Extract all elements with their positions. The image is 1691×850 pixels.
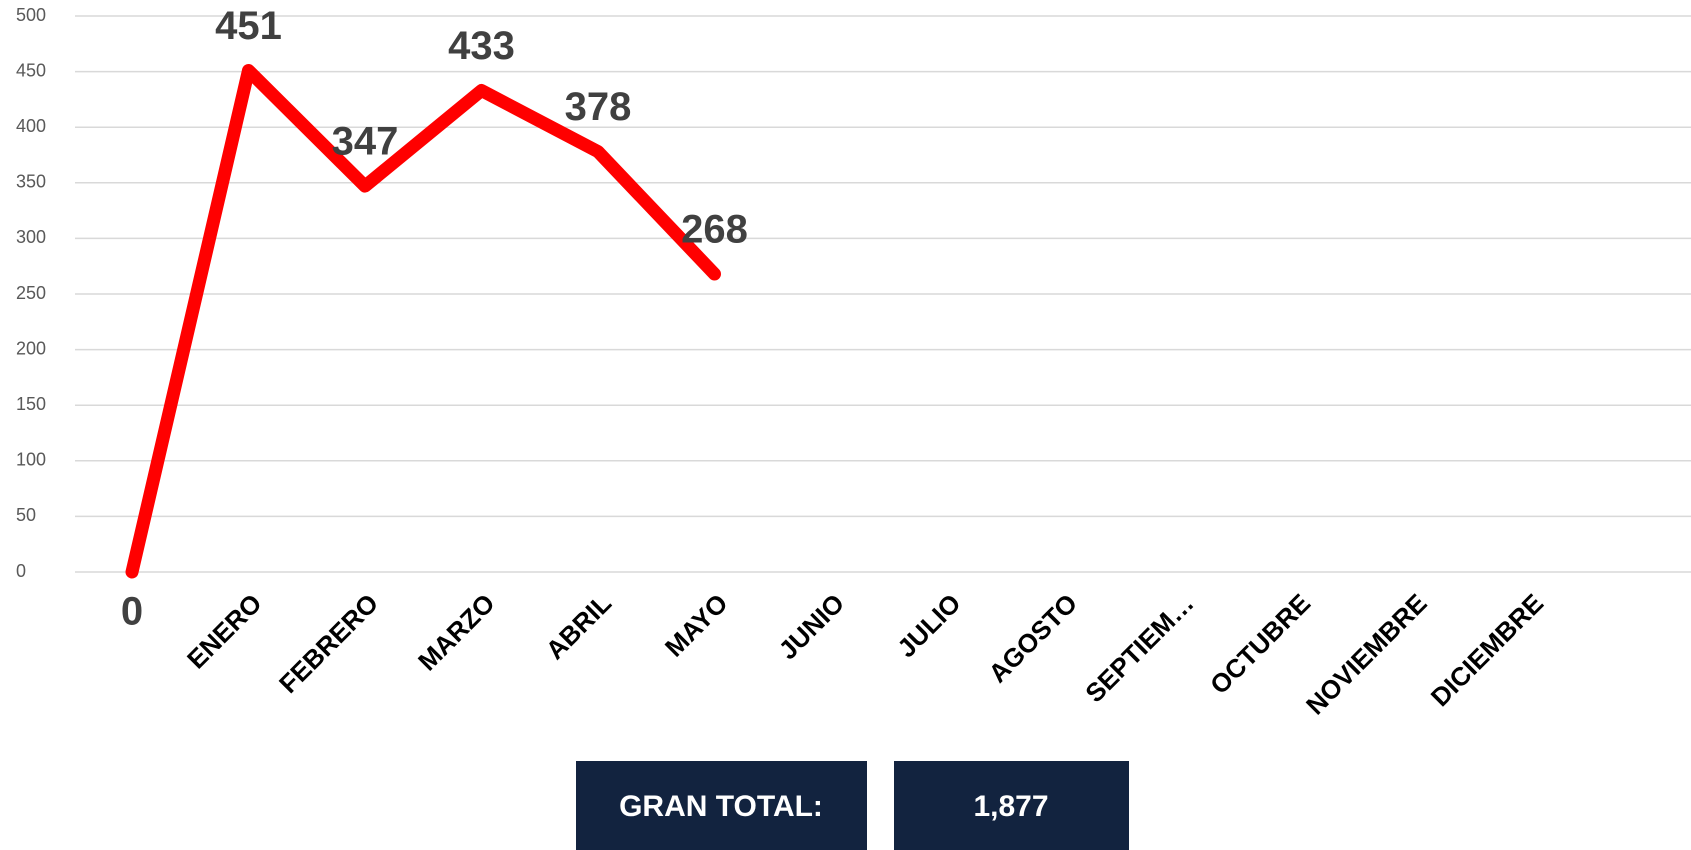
y-tick-label: 400 (16, 116, 46, 136)
x-tick-label: ABRIL (540, 588, 617, 665)
x-tick-label: ENERO (181, 588, 268, 675)
x-tick-label: OCTUBRE (1204, 588, 1316, 700)
x-tick-label: DICIEMBRE (1425, 588, 1549, 712)
total-value-box (894, 761, 1129, 850)
data-label: 347 (332, 120, 399, 164)
total-label-box (576, 761, 867, 850)
y-tick-label: 150 (16, 394, 46, 414)
total-label: GRAN TOTAL: (619, 790, 823, 823)
data-label: 0 (121, 590, 143, 634)
x-tick-label: SEPTIEM… (1079, 588, 1199, 708)
y-tick-label: 0 (16, 561, 26, 581)
x-tick-label: JULIO (891, 588, 966, 663)
data-label: 378 (565, 85, 632, 129)
data-label: 433 (448, 24, 515, 68)
total-value: 1,877 (973, 790, 1048, 823)
y-tick-label: 50 (16, 505, 36, 525)
x-tick-label: FEBRERO (273, 588, 384, 699)
y-tick-label: 350 (16, 172, 46, 192)
y-tick-label: 450 (16, 60, 46, 80)
y-tick-label: 500 (16, 5, 46, 25)
y-tick-label: 200 (16, 338, 46, 358)
y-tick-label: 300 (16, 227, 46, 247)
x-tick-label: MAYO (659, 588, 734, 663)
x-tick-label: AGOSTO (983, 588, 1084, 689)
data-label: 268 (681, 208, 748, 252)
y-tick-label: 100 (16, 450, 46, 470)
line (125, 63, 721, 579)
data-label: 451 (215, 4, 282, 48)
x-tick-label: NOVIEMBRE (1300, 588, 1433, 721)
y-tick-label: 250 (16, 283, 46, 303)
x-tick-label: JUNIO (773, 588, 850, 665)
x-tick-label: MARZO (412, 588, 501, 677)
